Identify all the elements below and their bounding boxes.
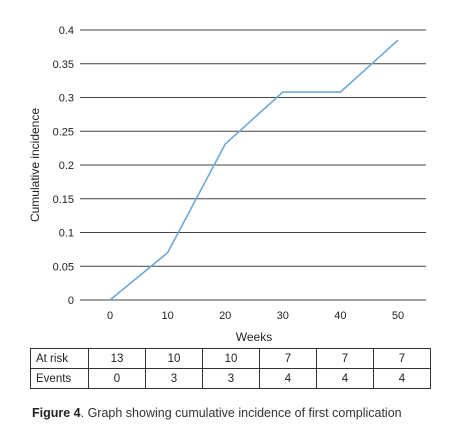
- caption-text: . Graph showing cumulative incidence of …: [80, 406, 402, 420]
- table-cell: 10: [202, 348, 260, 369]
- row-label: Events: [30, 368, 89, 389]
- x-tick-labels: 0 10 20 30 40 50: [107, 310, 404, 322]
- table-row: Events 0 3 3 4 4 4: [30, 368, 431, 389]
- y-tick-label: 0.25: [53, 126, 74, 138]
- y-tick-labels: 0 0.05 0.1 0.15 0.2 0.25 0.3 0.35 0.4: [53, 25, 74, 307]
- x-tick-label: 40: [334, 310, 346, 322]
- x-axis-title: Weeks: [236, 330, 272, 344]
- y-tick-label: 0.4: [59, 25, 74, 37]
- table-cell: 4: [316, 368, 374, 389]
- x-tick-label: 30: [277, 310, 289, 322]
- table-cell: 3: [202, 368, 260, 389]
- series-line: [109, 39, 399, 301]
- y-tick-label: 0.1: [59, 228, 74, 240]
- table-cell: 4: [259, 368, 317, 389]
- x-tick-label: 20: [219, 310, 231, 322]
- caption-label: Figure 4: [32, 406, 81, 420]
- table-cell: 0: [88, 368, 146, 389]
- table-cell: 7: [259, 348, 317, 369]
- table-cell: 3: [145, 368, 203, 389]
- series-layer: [109, 39, 399, 301]
- table-cell: 10: [145, 348, 203, 369]
- y-tick-label: 0.05: [53, 261, 74, 273]
- y-axis-title: Cumulative incidence: [28, 108, 42, 222]
- y-tick-label: 0: [68, 295, 74, 307]
- y-tick-label: 0.35: [53, 59, 74, 71]
- gridlines: [80, 29, 426, 301]
- table-cell: 13: [88, 348, 146, 369]
- y-tick-label: 0.3: [59, 93, 74, 105]
- y-tick-label: 0.2: [59, 160, 74, 172]
- table-cell: 7: [373, 348, 431, 369]
- x-tick-label: 0: [107, 310, 113, 322]
- row-label: At risk: [30, 348, 89, 369]
- y-tick-label: 0.15: [53, 194, 74, 206]
- risk-table: At risk 13 10 10 7 7 7 Events 0 3 3 4 4 4: [30, 348, 431, 389]
- table-row: At risk 13 10 10 7 7 7: [30, 348, 431, 369]
- table-cell: 4: [373, 368, 431, 389]
- x-tick-label: 50: [392, 310, 404, 322]
- figure-caption: Figure 4. Graph showing cumulative incid…: [32, 406, 402, 420]
- table-cell: 7: [316, 348, 374, 369]
- x-tick-label: 10: [161, 310, 173, 322]
